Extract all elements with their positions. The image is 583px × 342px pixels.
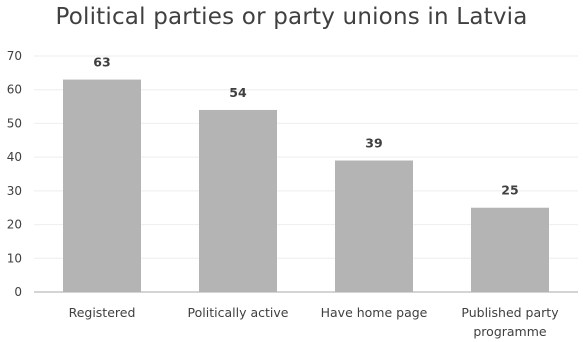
bar: [199, 109, 277, 292]
data-label: 39: [365, 136, 382, 151]
y-tick-label: 20: [7, 218, 22, 232]
data-label: 54: [229, 85, 247, 100]
x-tick-label: programme: [473, 324, 547, 339]
y-tick-label: 60: [7, 83, 22, 97]
x-tick-label: Registered: [69, 305, 136, 320]
x-tick-label: Published party: [461, 305, 559, 320]
bar: [335, 160, 413, 292]
bar: [63, 79, 141, 292]
bar: [471, 207, 549, 292]
chart-title: Political parties or party unions in Lat…: [55, 4, 528, 30]
y-tick-label: 0: [14, 285, 22, 299]
y-tick-label: 70: [7, 49, 22, 63]
y-tick-label: 40: [7, 150, 22, 164]
y-tick-label: 30: [7, 184, 22, 198]
y-tick-label: 10: [7, 251, 22, 265]
x-tick-label: Have home page: [321, 305, 428, 320]
data-label: 63: [93, 55, 110, 70]
data-label: 25: [501, 183, 518, 198]
x-tick-label: Politically active: [188, 305, 289, 320]
y-tick-label: 50: [7, 116, 22, 130]
